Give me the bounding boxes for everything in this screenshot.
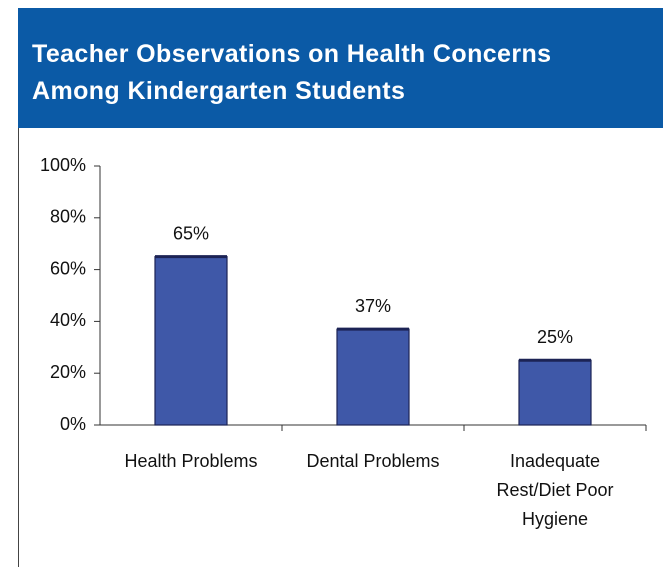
data-label: 25% — [537, 327, 573, 347]
y-tick-label: 40% — [50, 310, 86, 330]
y-tick-label: 60% — [50, 258, 86, 278]
chart-title: Teacher Observations on Health Concerns … — [32, 40, 552, 105]
data-label: 37% — [355, 296, 391, 316]
y-tick-label: 80% — [50, 207, 86, 227]
bar — [154, 256, 228, 426]
x-tick-label: Dental Problems — [306, 451, 440, 471]
header: Teacher Observations on Health Concerns … — [18, 8, 663, 128]
bar — [336, 328, 410, 426]
data-label: 65% — [173, 223, 209, 243]
chart-frame — [18, 128, 663, 567]
y-tick-label: 0% — [60, 414, 86, 434]
bar — [518, 359, 592, 426]
x-tick-label: Inadequate Rest/Diet Poor Hygiene — [496, 451, 614, 529]
y-tick-label: 100% — [40, 155, 86, 175]
y-tick-label: 20% — [50, 362, 86, 382]
x-tick-label: Health Problems — [124, 451, 258, 471]
